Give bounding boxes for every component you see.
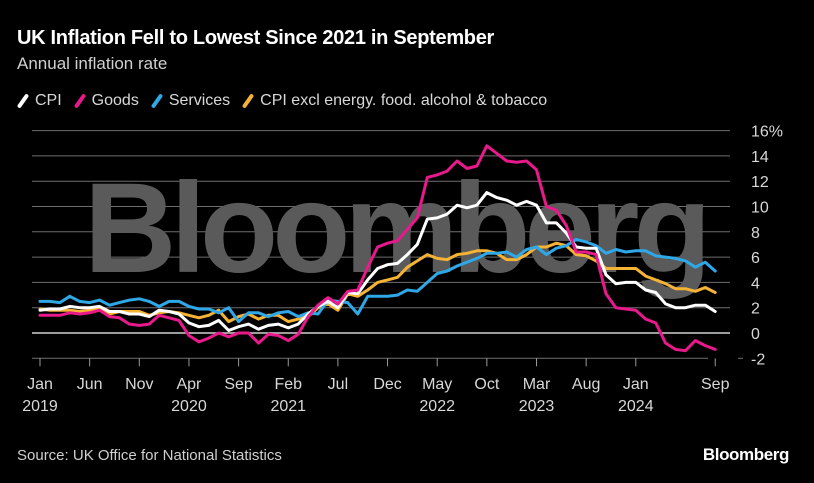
y-tick-label: 0 xyxy=(751,326,760,343)
legend-item-goods: Goods xyxy=(73,92,139,110)
x-tick-label: Sep xyxy=(701,376,730,393)
x-tick-year-label: 2024 xyxy=(618,398,654,415)
x-axis: Jan 2019 Jun Nov Apr 2020 Sep Feb 2021 Jul Dec May 2… xyxy=(22,358,730,415)
series-lines xyxy=(38,144,717,353)
y-tick-label: 6 xyxy=(751,250,760,267)
x-tick-year-label: 2022 xyxy=(419,398,455,415)
x-tick-year-label: 2020 xyxy=(171,398,207,415)
x-tick-year-label: 2023 xyxy=(519,398,555,415)
legend-item-cpi: CPI xyxy=(16,92,62,110)
x-tick-label: Oct xyxy=(474,376,499,393)
x-tick-label: Dec xyxy=(373,376,401,393)
legend-item-core-cpi: CPI excl energy. food. alcohol & tobacco xyxy=(241,92,548,110)
y-tick-label: 2 xyxy=(751,301,760,318)
x-tick-label: Jan xyxy=(27,376,53,393)
chart-subtitle: Annual inflation rate xyxy=(17,54,168,73)
y-tick-label: 16% xyxy=(751,124,783,141)
x-tick-label: Jan xyxy=(623,376,649,393)
y-axis: 16% 14 12 10 8 6 4 2 0 -2 xyxy=(751,124,783,369)
y-tick-label: 10 xyxy=(751,200,769,217)
bloomberg-logo: Bloomberg xyxy=(702,445,790,464)
x-tick-label: Sep xyxy=(224,376,253,393)
x-tick-label: Apr xyxy=(176,376,202,393)
y-tick-label: 4 xyxy=(751,275,760,292)
legend-label-goods: Goods xyxy=(91,92,139,109)
source-note: Source: UK Office for National Statistic… xyxy=(17,447,282,464)
x-tick-label: Mar xyxy=(523,376,551,393)
series-line-cpi xyxy=(38,191,717,332)
legend-item-services: Services xyxy=(150,92,231,110)
y-tick-label: 12 xyxy=(751,174,769,191)
y-tick-label: -2 xyxy=(751,351,765,368)
x-tick-label: Nov xyxy=(125,376,153,393)
y-tick-label: 14 xyxy=(751,149,769,166)
x-tick-label: Jul xyxy=(328,376,348,393)
x-tick-year-label: 2021 xyxy=(270,398,306,415)
x-tick-year-label: 2019 xyxy=(22,398,58,415)
x-tick-label: Jun xyxy=(77,376,103,393)
legend-label-core-cpi: CPI excl energy. food. alcohol & tobacco xyxy=(260,92,548,109)
legend-label-services: Services xyxy=(168,92,231,109)
x-tick-label: Feb xyxy=(274,376,302,393)
x-tick-label: May xyxy=(422,376,452,393)
series-line-services xyxy=(38,237,717,324)
x-tick-label: Aug xyxy=(572,376,600,393)
chart-title: UK Inflation Fell to Lowest Since 2021 i… xyxy=(17,27,495,49)
y-tick-label: 8 xyxy=(751,225,760,242)
legend-label-cpi: CPI xyxy=(35,92,62,109)
legend: CPI Goods Services CPI excl energy. food… xyxy=(16,92,559,110)
series-line-goods xyxy=(38,144,717,353)
